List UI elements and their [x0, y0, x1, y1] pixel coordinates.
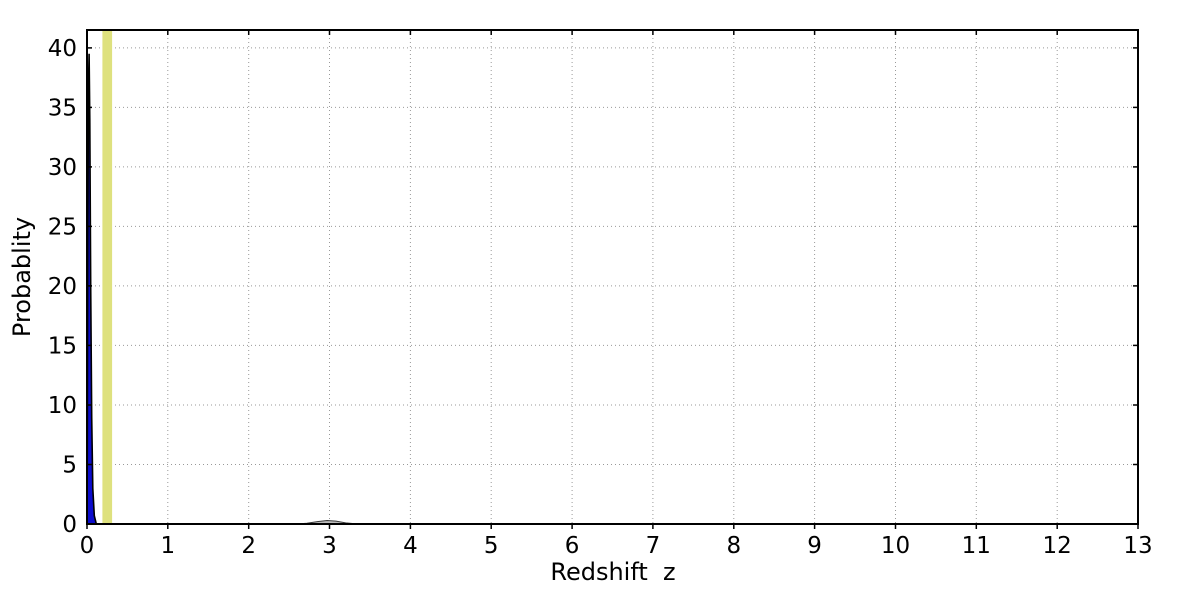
x-tick-label-1: 1: [160, 533, 175, 559]
x-tick-label-0: 0: [80, 533, 95, 559]
x-tick-label-2: 2: [241, 533, 256, 559]
y-tick-label-20: 20: [48, 274, 77, 300]
x-tick-label-7: 7: [646, 533, 661, 559]
highlight-band: [102, 30, 113, 524]
plot-area: [87, 30, 1138, 524]
x-axis-label: Redshift z: [550, 558, 676, 586]
x-tick-label-11: 11: [962, 533, 991, 559]
y-tick-label-10: 10: [48, 393, 77, 419]
y-tick-label-25: 25: [48, 214, 77, 240]
x-tick-label-6: 6: [565, 533, 580, 559]
x-tick-label-5: 5: [484, 533, 499, 559]
y-axis-label: Probablity: [8, 216, 36, 338]
x-tick-label-12: 12: [1043, 533, 1072, 559]
y-tick-label-35: 35: [48, 95, 77, 121]
x-tick-label-8: 8: [726, 533, 741, 559]
x-tick-label-13: 13: [1123, 533, 1152, 559]
y-tick-label-5: 5: [62, 453, 77, 479]
y-tick-label-30: 30: [48, 155, 77, 181]
y-tick-label-40: 40: [48, 36, 77, 62]
y-tick-label-15: 15: [48, 333, 77, 359]
plot-border: [86, 29, 1139, 525]
x-tick-label-10: 10: [881, 533, 910, 559]
y-tick-label-0: 0: [62, 512, 77, 538]
x-tick-label-3: 3: [322, 533, 337, 559]
x-tick-label-4: 4: [403, 533, 418, 559]
x-tick-label-9: 9: [807, 533, 822, 559]
